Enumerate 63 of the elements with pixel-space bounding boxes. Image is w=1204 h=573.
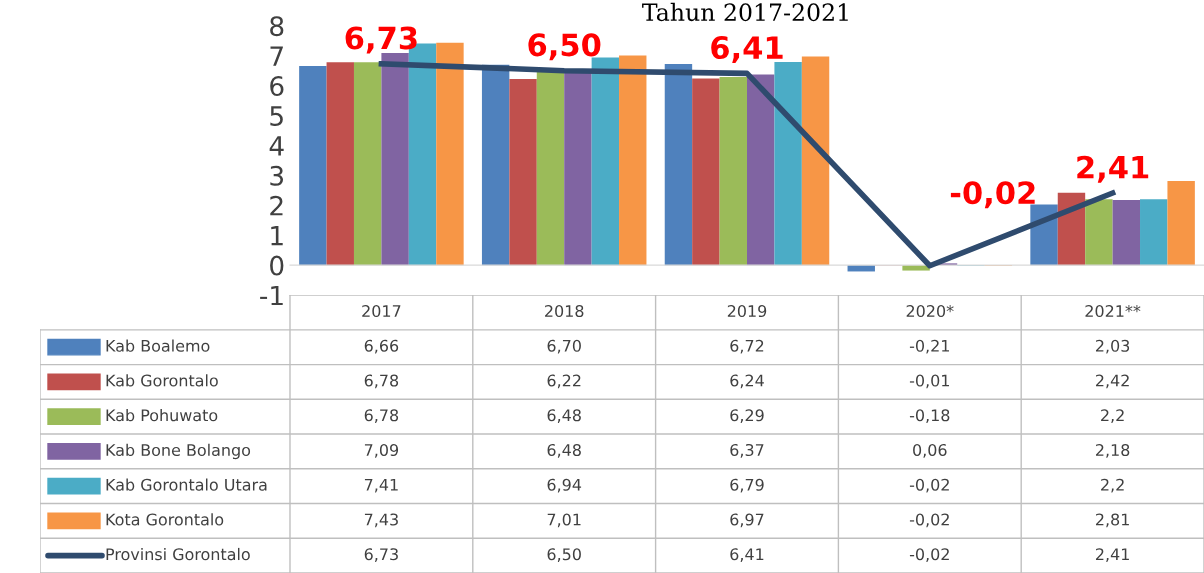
data-label: 7,41: [364, 478, 398, 493]
data-label: -0,02: [909, 548, 949, 562]
data-label: 6,37: [730, 443, 764, 458]
legend-label: Kota Gorontalo: [106, 513, 224, 526]
y-tick-label: 3: [270, 165, 284, 186]
text: 6,73: [345, 26, 417, 54]
text: -0,02: [950, 181, 1035, 209]
data-label: 6,94: [547, 478, 582, 493]
x-tick-label: 2021**: [1085, 305, 1141, 318]
text: 6,50: [528, 33, 601, 61]
data-label: 6,72: [730, 339, 764, 354]
legend-label: Kab Boalemo: [106, 339, 210, 352]
data-label: 2,03: [1095, 339, 1130, 354]
data-label: 6,24: [730, 374, 764, 389]
data-label: 2,42: [1095, 374, 1129, 389]
data-label: 6,48: [547, 443, 581, 458]
data-label: 6,73: [364, 548, 398, 562]
legend-label: Kab Pohuwato: [106, 408, 218, 422]
y-tick-label: 0: [270, 255, 284, 276]
data-label: 6,48: [547, 409, 581, 423]
data-label: 6,29: [730, 409, 764, 423]
data-label: 2,41: [1095, 548, 1129, 562]
y-tick-label: 2: [270, 195, 283, 216]
data-label: 2,2: [1101, 409, 1124, 423]
y-tick-label: 7: [270, 46, 283, 66]
data-label: 7,09: [364, 443, 399, 458]
data-label: 6,41: [730, 548, 764, 562]
data-label: -0,02: [909, 513, 949, 528]
legend-label: Provinsi Gorontalo: [106, 547, 250, 561]
data-label: 6,66: [364, 339, 399, 354]
y-tick-label: -1: [260, 285, 283, 306]
data-label: 7,43: [364, 513, 398, 528]
x-tick-label: 2020*: [906, 305, 954, 318]
x-tick-label: 2019: [727, 305, 767, 318]
data-label: 2,81: [1095, 513, 1129, 528]
data-label: 2,18: [1095, 443, 1130, 458]
data-label: 7,01: [547, 513, 581, 528]
x-tick-label: 2017: [362, 305, 401, 318]
legend-label: Kab Gorontalo: [106, 374, 218, 387]
data-label: 6,79: [730, 478, 764, 493]
y-tick-label: 1: [271, 226, 283, 246]
y-tick-label: 5: [270, 106, 283, 126]
text: 2,41: [1077, 155, 1149, 183]
data-label: 6,70: [547, 339, 581, 354]
y-tick-label: 6: [270, 76, 284, 97]
data-label: 6,78: [364, 409, 399, 423]
x-tick-label: 2018: [545, 305, 584, 318]
data-label: -0,21: [909, 339, 949, 354]
chart-title: Tahun 2017-2021: [642, 2, 848, 22]
data-label: 6,78: [364, 374, 399, 389]
data-label: 6,22: [547, 374, 581, 389]
y-tick-label: 8: [270, 16, 284, 37]
text: 6,41: [711, 36, 783, 64]
legend-label: Kab Gorontalo Utara: [106, 478, 267, 491]
y-tick-label: 4: [269, 136, 284, 156]
data-label: 2,2: [1101, 478, 1124, 493]
data-label: 6,50: [547, 548, 581, 562]
data-label: 0,06: [913, 443, 947, 458]
data-label: -0,18: [909, 409, 950, 423]
data-label: -0,01: [909, 374, 949, 389]
data-label: 6,97: [730, 513, 764, 528]
legend-label: Kab Bone Bolango: [106, 443, 251, 460]
data-label: -0,02: [909, 478, 949, 493]
